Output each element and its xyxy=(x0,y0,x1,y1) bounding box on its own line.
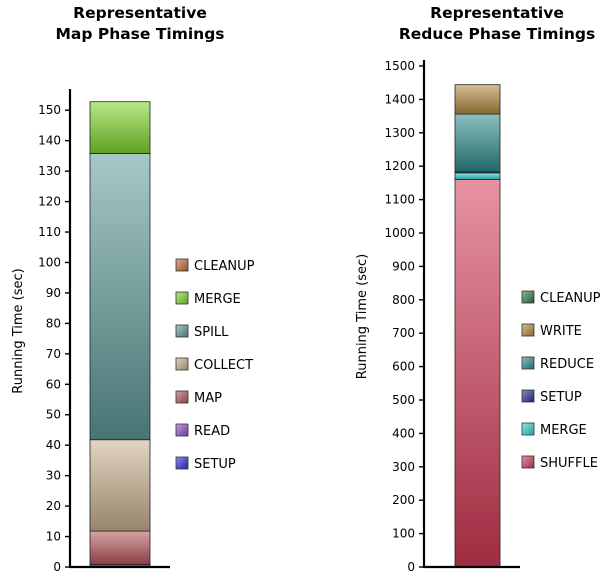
chart2-title-line2: Reduce Phase Timings xyxy=(399,25,595,43)
chart1-y-tick-label: 140 xyxy=(38,134,61,148)
chart2-y-tick-label: 400 xyxy=(392,426,415,440)
chart1-legend-swatch-setup xyxy=(175,456,189,470)
chart2-legend-swatch-merge xyxy=(521,422,535,436)
chart1-y-tick-label: 120 xyxy=(38,195,61,209)
chart2-y-tick-label: 800 xyxy=(392,293,415,307)
chart2-y-tick-label: 600 xyxy=(392,360,415,374)
chart1-legend-swatch-collect xyxy=(175,357,189,371)
chart2-y-tick-label: 200 xyxy=(392,493,415,507)
chart1-y-tick-label: 110 xyxy=(38,225,61,239)
chart2-legend-label-setup: SETUP xyxy=(540,390,582,405)
chart2-bar-segment-write xyxy=(454,84,501,115)
chart1-legend-swatch-merge xyxy=(175,291,189,305)
chart2-y-tick-label: 0 xyxy=(407,560,415,571)
chart1-y-tick-label: 90 xyxy=(46,286,61,300)
chart1-legend-swatch-read xyxy=(175,423,189,437)
chart2-legend-swatch-shuffle xyxy=(521,455,535,469)
chart1-bar-segment-collect xyxy=(89,439,151,532)
chart2-legend-label-write: WRITE xyxy=(540,324,582,339)
chart1-y-tick-label: 50 xyxy=(46,408,61,422)
chart2-bar-segment-reduce xyxy=(454,113,501,173)
chart1-y-tick-label: 30 xyxy=(46,469,61,483)
chart2-legend-swatch-reduce xyxy=(521,356,535,370)
chart1-y-tick-label: 20 xyxy=(46,499,61,513)
chart2-legend-swatch-cleanup xyxy=(521,290,535,304)
chart2-y-tick-label: 1400 xyxy=(384,92,415,106)
chart2-legend-swatch-setup xyxy=(521,389,535,403)
chart2-legend-label-reduce: REDUCE xyxy=(540,357,594,372)
chart2: Representative Reduce Phase Timings Runnin… xyxy=(355,4,601,571)
chart1-y-tick-label: 0 xyxy=(53,560,61,571)
chart2-legend-label-cleanup: CLEANUP xyxy=(540,291,601,306)
chart2-y-tick-label: 1500 xyxy=(384,59,415,73)
chart1-y-tick-label: 40 xyxy=(46,438,61,452)
chart2-y-tick-label: 1300 xyxy=(384,126,415,140)
chart2-y-axis-label: Running Time (sec) xyxy=(355,254,370,379)
chart1-y-tick-label: 150 xyxy=(38,103,61,117)
chart2-y-tick-label: 900 xyxy=(392,259,415,273)
chart2-y-tick-label: 1200 xyxy=(384,159,415,173)
chart2-legend-swatch-write xyxy=(521,323,535,337)
chart1-y-tick-label: 10 xyxy=(46,530,61,544)
chart1-bar-segment-spill xyxy=(89,153,151,441)
chart1-bar-segment-map xyxy=(89,530,151,565)
chart2-bar-segment-shuffle xyxy=(454,179,501,568)
chart2-legend-label-shuffle: SHUFFLE xyxy=(540,456,598,471)
chart1-legend-swatch-map xyxy=(175,390,189,404)
chart1: Representative Map Phase Timings Running T… xyxy=(11,4,255,571)
chart1-legend-label-spill: SPILL xyxy=(194,325,229,340)
chart2-y-tick-label: 500 xyxy=(392,393,415,407)
chart2-legend-label-merge: MERGE xyxy=(540,423,587,438)
chart1-legend-label-setup: SETUP xyxy=(194,457,236,472)
chart1-legend-label-merge: MERGE xyxy=(194,292,241,307)
chart2-bar-segment-merge xyxy=(454,172,501,180)
chart1-title-line2: Map Phase Timings xyxy=(55,25,224,43)
chart2-y-tick-label: 1100 xyxy=(384,193,415,207)
chart1-y-tick-label: 100 xyxy=(38,255,61,269)
chart1-y-tick-label: 60 xyxy=(46,377,61,391)
chart2-y-tick-label: 300 xyxy=(392,460,415,474)
chart1-title-line1: Representative xyxy=(73,4,207,22)
chart2-title-line1: Representative xyxy=(430,4,564,22)
chart1-legend-swatch-cleanup xyxy=(175,258,189,272)
chart1-legend-label-collect: COLLECT xyxy=(194,358,253,373)
chart2-y-tick-label: 100 xyxy=(392,527,415,541)
chart1-y-tick-label: 130 xyxy=(38,164,61,178)
chart1-y-tick-label: 80 xyxy=(46,316,61,330)
chart2-y-tick-label: 1000 xyxy=(384,226,415,240)
chart1-y-axis-label: Running Time (sec) xyxy=(11,268,26,393)
chart1-bar-segment-merge xyxy=(89,101,151,154)
chart1-legend-label-map: MAP xyxy=(194,391,222,406)
chart2-y-tick-label: 700 xyxy=(392,326,415,340)
chart1-legend-label-cleanup: CLEANUP xyxy=(194,259,255,274)
chart1-y-tick-label: 70 xyxy=(46,347,61,361)
chart1-legend-label-read: READ xyxy=(194,424,230,439)
chart1-legend-swatch-spill xyxy=(175,324,189,338)
